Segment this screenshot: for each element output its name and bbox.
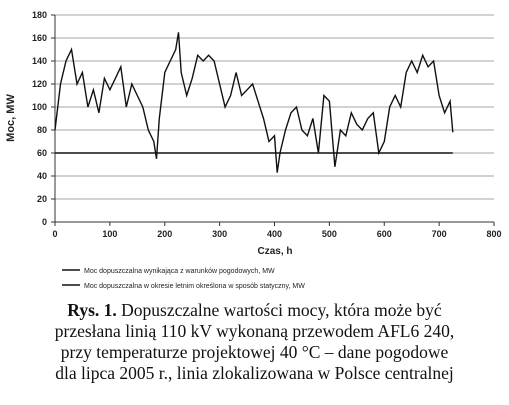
caption: Rys. 1. Dopuszczalne wartości mocy, któr… <box>0 300 509 384</box>
caption-line: przesłana linią 110 kV wykonaną przewode… <box>0 321 509 342</box>
x-tick-label: 800 <box>486 229 501 239</box>
caption-text: przy temperaturze projektowej 40 °C – da… <box>60 342 449 362</box>
caption-line: dla lipca 2005 r., linia zlokalizowana w… <box>0 363 509 384</box>
legend-label: Moc dopuszczalna w okresie letnim określ… <box>84 283 305 290</box>
caption-line: przy temperaturze projektowej 40 °C – da… <box>0 342 509 363</box>
caption-line: Rys. 1. Dopuszczalne wartości mocy, któr… <box>0 300 509 321</box>
y-tick-label: 0 <box>42 217 47 227</box>
caption-label: Rys. 1. <box>67 300 117 320</box>
y-tick-label: 120 <box>32 79 47 89</box>
y-tick-label: 100 <box>32 102 47 112</box>
x-tick-label: 200 <box>157 229 172 239</box>
y-tick-label: 20 <box>37 194 47 204</box>
x-tick-label: 100 <box>102 229 117 239</box>
x-tick-label: 300 <box>212 229 227 239</box>
caption-text: przesłana linią 110 kV wykonaną przewode… <box>54 321 455 341</box>
caption-text: Dopuszczalne wartości mocy, która może b… <box>121 300 442 320</box>
y-tick-label: 80 <box>37 125 47 135</box>
x-tick-label: 500 <box>322 229 337 239</box>
y-axis-label: Moc, MW <box>5 94 17 142</box>
y-tick-label: 60 <box>37 148 47 158</box>
x-axis-label: Czas, h <box>257 246 292 257</box>
y-tick-label: 140 <box>32 56 47 66</box>
y-tick-label: 180 <box>32 10 47 20</box>
legend-label: Moc dopuszczalna wynikająca z warunków p… <box>84 268 275 275</box>
x-tick-label: 600 <box>377 229 392 239</box>
x-tick-label: 400 <box>267 229 282 239</box>
x-tick-label: 700 <box>432 229 447 239</box>
x-tick-label: 0 <box>52 229 57 239</box>
series-line <box>54 32 454 173</box>
caption-text: dla lipca 2005 r., linia zlokalizowana w… <box>55 363 454 383</box>
y-tick-label: 40 <box>37 171 47 181</box>
chart: Moc, MW Czas, h 0 20 40 60 80 100 120 140 160 180… <box>5 10 502 290</box>
y-tick-label: 160 <box>32 33 47 43</box>
